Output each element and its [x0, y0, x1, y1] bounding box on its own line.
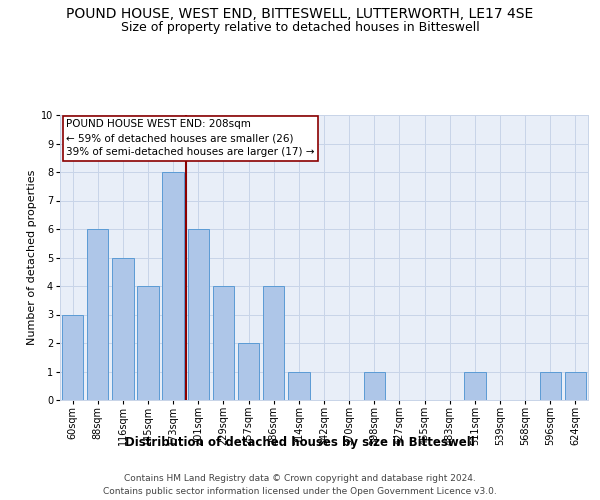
Text: Contains public sector information licensed under the Open Government Licence v3: Contains public sector information licen…: [103, 487, 497, 496]
Bar: [112, 258, 134, 400]
Bar: [213, 286, 234, 400]
Bar: [137, 286, 158, 400]
Text: Distribution of detached houses by size in Bitteswell: Distribution of detached houses by size …: [125, 436, 475, 449]
Bar: [238, 343, 259, 400]
Text: Size of property relative to detached houses in Bitteswell: Size of property relative to detached ho…: [121, 21, 479, 34]
Bar: [163, 172, 184, 400]
Text: Contains HM Land Registry data © Crown copyright and database right 2024.: Contains HM Land Registry data © Crown c…: [124, 474, 476, 483]
Y-axis label: Number of detached properties: Number of detached properties: [26, 170, 37, 345]
Bar: [539, 372, 561, 400]
Text: POUND HOUSE WEST END: 208sqm
← 59% of detached houses are smaller (26)
39% of se: POUND HOUSE WEST END: 208sqm ← 59% of de…: [67, 120, 315, 158]
Bar: [87, 229, 109, 400]
Bar: [364, 372, 385, 400]
Text: POUND HOUSE, WEST END, BITTESWELL, LUTTERWORTH, LE17 4SE: POUND HOUSE, WEST END, BITTESWELL, LUTTE…: [67, 8, 533, 22]
Bar: [263, 286, 284, 400]
Bar: [565, 372, 586, 400]
Bar: [288, 372, 310, 400]
Bar: [62, 314, 83, 400]
Bar: [188, 229, 209, 400]
Bar: [464, 372, 485, 400]
